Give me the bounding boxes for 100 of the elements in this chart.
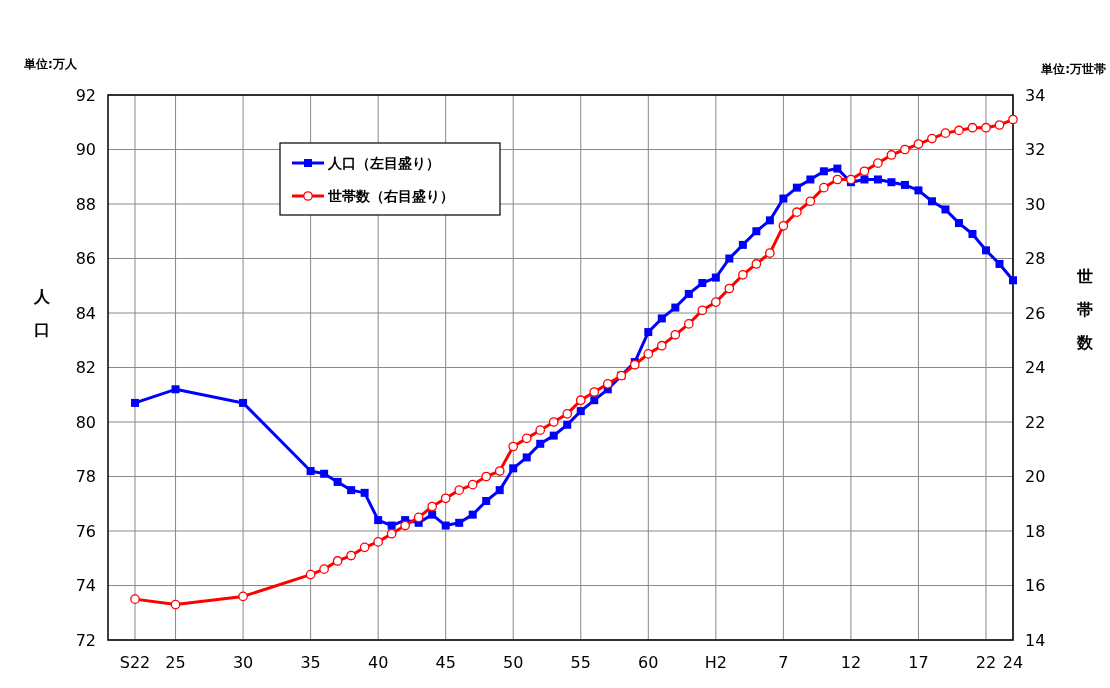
point — [981, 246, 990, 255]
point — [711, 273, 720, 282]
point — [306, 467, 315, 476]
point — [806, 175, 815, 184]
point — [656, 340, 667, 351]
point — [563, 420, 572, 429]
text: 単位:万世帯 — [1040, 62, 1106, 76]
point — [238, 591, 248, 602]
y2-tick-label: 14 — [1025, 630, 1046, 650]
point — [697, 305, 708, 316]
y-axis-title: 人口 — [33, 287, 51, 339]
point — [455, 518, 464, 527]
point — [657, 314, 666, 323]
point — [724, 283, 735, 294]
point — [373, 537, 383, 547]
y-tick-label: 90 — [75, 140, 96, 160]
point — [319, 564, 329, 574]
point — [346, 550, 356, 561]
point — [1008, 114, 1018, 125]
y-tick-label: 74 — [75, 576, 96, 596]
y-tick-label: 88 — [75, 194, 96, 214]
point — [427, 501, 438, 512]
point — [954, 219, 963, 228]
y-tick-label: 80 — [75, 412, 96, 432]
point — [684, 289, 693, 298]
point — [671, 303, 680, 312]
x-tick-label: 25 — [165, 653, 186, 672]
y2-tick-label: 16 — [1025, 576, 1046, 596]
point — [467, 479, 478, 490]
y-tick-label: 92 — [75, 85, 96, 105]
x-tick-label: 7 — [778, 653, 789, 672]
y2-axis-title: 世帯数 — [1076, 267, 1094, 352]
x-tick-label: 50 — [503, 653, 524, 672]
point — [562, 408, 573, 419]
y-tick-label: 78 — [75, 467, 96, 487]
point — [833, 164, 842, 173]
point — [387, 521, 396, 530]
y-tick-label: 82 — [75, 358, 96, 378]
text: 単位:万人 — [23, 57, 78, 71]
point — [940, 128, 951, 138]
x-tick-label: 12 — [840, 653, 862, 672]
point — [521, 433, 532, 444]
point — [914, 186, 923, 195]
y2-tick-label: 22 — [1025, 412, 1046, 432]
point — [738, 240, 747, 249]
point — [779, 194, 788, 203]
x-tick-label: 24 — [1002, 653, 1024, 672]
legend-label: 人口（左目盛り） — [327, 154, 440, 171]
point — [819, 167, 828, 176]
point — [643, 349, 654, 359]
y2-tick-label: 32 — [1025, 140, 1046, 160]
point — [590, 396, 599, 405]
point — [386, 528, 397, 539]
y2-tick-label: 34 — [1025, 85, 1046, 105]
point — [576, 407, 585, 416]
point — [846, 174, 856, 185]
point — [333, 477, 342, 486]
point — [602, 379, 613, 389]
point — [900, 180, 909, 189]
point — [508, 441, 519, 452]
point — [522, 453, 531, 462]
point — [305, 569, 316, 580]
point — [954, 125, 964, 136]
point — [170, 599, 181, 610]
point — [1009, 276, 1017, 285]
legend-label: 世帯数（右目盛り） — [327, 187, 454, 204]
y-tick-label: 72 — [75, 630, 96, 650]
point — [751, 259, 762, 269]
point — [968, 229, 977, 238]
y2-tick-label: 24 — [1025, 358, 1046, 378]
point — [913, 139, 924, 149]
point — [738, 270, 748, 280]
point — [981, 122, 991, 133]
point — [873, 175, 882, 184]
x-tick-label: 17 — [908, 653, 929, 672]
point — [440, 493, 451, 504]
point — [873, 158, 883, 168]
point — [239, 398, 248, 407]
point — [927, 133, 937, 144]
point — [698, 279, 707, 288]
x-tick-label: 35 — [300, 653, 321, 672]
point — [644, 328, 653, 337]
point — [967, 122, 978, 133]
y2-tick-label: 20 — [1025, 467, 1046, 487]
point — [413, 512, 424, 523]
point — [495, 486, 504, 495]
point — [441, 521, 450, 530]
y2-tick-label: 30 — [1025, 194, 1046, 214]
y2-tick-label: 18 — [1025, 521, 1046, 541]
point — [468, 510, 477, 519]
y2-tick-label: 28 — [1025, 249, 1046, 269]
point — [778, 220, 789, 231]
point — [994, 120, 1005, 130]
point — [819, 182, 829, 193]
point — [494, 466, 505, 476]
x-tick-label: 22 — [975, 653, 997, 672]
point — [535, 425, 546, 436]
point — [832, 174, 843, 185]
point — [860, 175, 869, 184]
point — [792, 183, 801, 192]
